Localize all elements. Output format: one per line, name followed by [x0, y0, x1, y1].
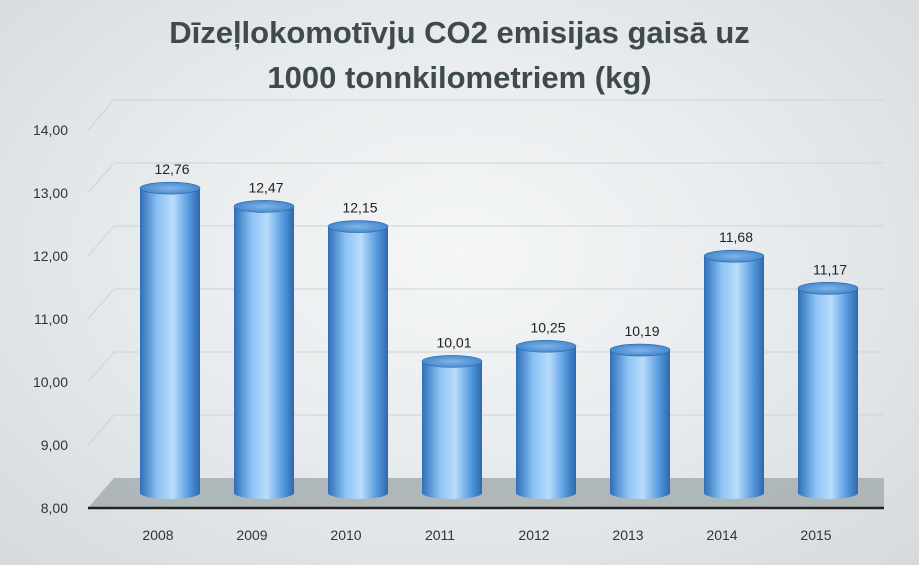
bar-base	[798, 487, 858, 499]
data-label: 10,01	[436, 334, 471, 350]
floor-plane	[88, 478, 884, 508]
x-tick-label: 2009	[236, 527, 267, 543]
chart-title-line-1: Dīzeļlokomotīvju CO2 emisijas gaisā uz	[169, 15, 750, 50]
bar-top	[327, 220, 389, 233]
gridline-diagonal	[87, 162, 115, 194]
bar	[233, 200, 295, 499]
data-label: 11,17	[813, 261, 847, 277]
bar	[139, 181, 201, 499]
bar-body	[422, 361, 482, 493]
bar	[609, 343, 671, 499]
bar-body	[798, 288, 858, 493]
gridline-diagonal	[87, 288, 115, 320]
bars: 12,76 12,47 12,15 10,01 10,25 10,19 11,68 11,17	[139, 161, 859, 499]
bar-body	[234, 206, 294, 493]
gridline-diagonal	[87, 99, 115, 131]
bar	[703, 249, 765, 499]
y-tick-label: 14,00	[33, 122, 68, 138]
x-tick-label: 2010	[330, 527, 361, 543]
bar-top	[703, 249, 765, 263]
bar-top	[797, 281, 859, 295]
x-tick-label: 2013	[612, 527, 643, 543]
x-tick-label: 2008	[142, 527, 173, 543]
gridline-diagonal	[87, 351, 115, 383]
bar	[515, 339, 577, 499]
x-tick-label: 2011	[425, 527, 455, 543]
bar-base	[422, 487, 482, 499]
data-label: 12,76	[154, 161, 189, 177]
y-tick-label: 12,00	[33, 248, 68, 264]
bar-base	[610, 487, 670, 499]
chart-title-line-2: 1000 tonnkilometriem (kg)	[267, 60, 652, 95]
bar-top	[609, 343, 671, 357]
bar-base	[234, 487, 294, 499]
bar	[797, 281, 859, 499]
y-tick-label: 8,00	[41, 500, 68, 516]
y-axis: 8,00 9,00 10,00 11,00 12,00 13,00 14,00	[33, 122, 68, 516]
bar-body	[704, 256, 764, 493]
data-label: 12,47	[248, 179, 283, 195]
x-axis: 2008 2009 2010 2011 2012 2013 2014 2015	[142, 527, 831, 543]
y-tick-label: 10,00	[33, 374, 68, 390]
y-tick-label: 13,00	[33, 185, 68, 201]
bar-base	[140, 487, 200, 499]
x-tick-label: 2012	[518, 527, 549, 543]
gridlines	[87, 99, 884, 446]
bar-top	[421, 355, 483, 368]
bar-body	[140, 188, 200, 493]
y-tick-label: 9,00	[41, 437, 68, 453]
bar-top	[515, 339, 577, 353]
x-tick-label: 2015	[800, 527, 831, 543]
bar-body	[610, 350, 670, 493]
bar-base	[516, 487, 576, 499]
bar-base	[328, 487, 388, 499]
bar	[327, 220, 389, 499]
bar-top	[139, 181, 201, 195]
data-label: 12,15	[342, 200, 377, 216]
data-label: 11,68	[719, 229, 753, 245]
gridline-diagonal	[87, 414, 115, 446]
data-label: 10,25	[530, 319, 565, 335]
bar-top	[233, 200, 295, 213]
x-tick-label: 2014	[706, 527, 737, 543]
bar-body	[516, 346, 576, 493]
bar	[421, 355, 483, 499]
chart-title: Dīzeļlokomotīvju CO2 emisijas gaisā uz 1…	[0, 10, 919, 100]
data-label: 10,19	[624, 323, 659, 339]
y-tick-label: 11,00	[34, 311, 68, 327]
gridline-diagonal	[87, 225, 115, 257]
bar-body	[328, 226, 388, 494]
bar-base	[704, 487, 764, 499]
chart-floor	[88, 478, 884, 510]
